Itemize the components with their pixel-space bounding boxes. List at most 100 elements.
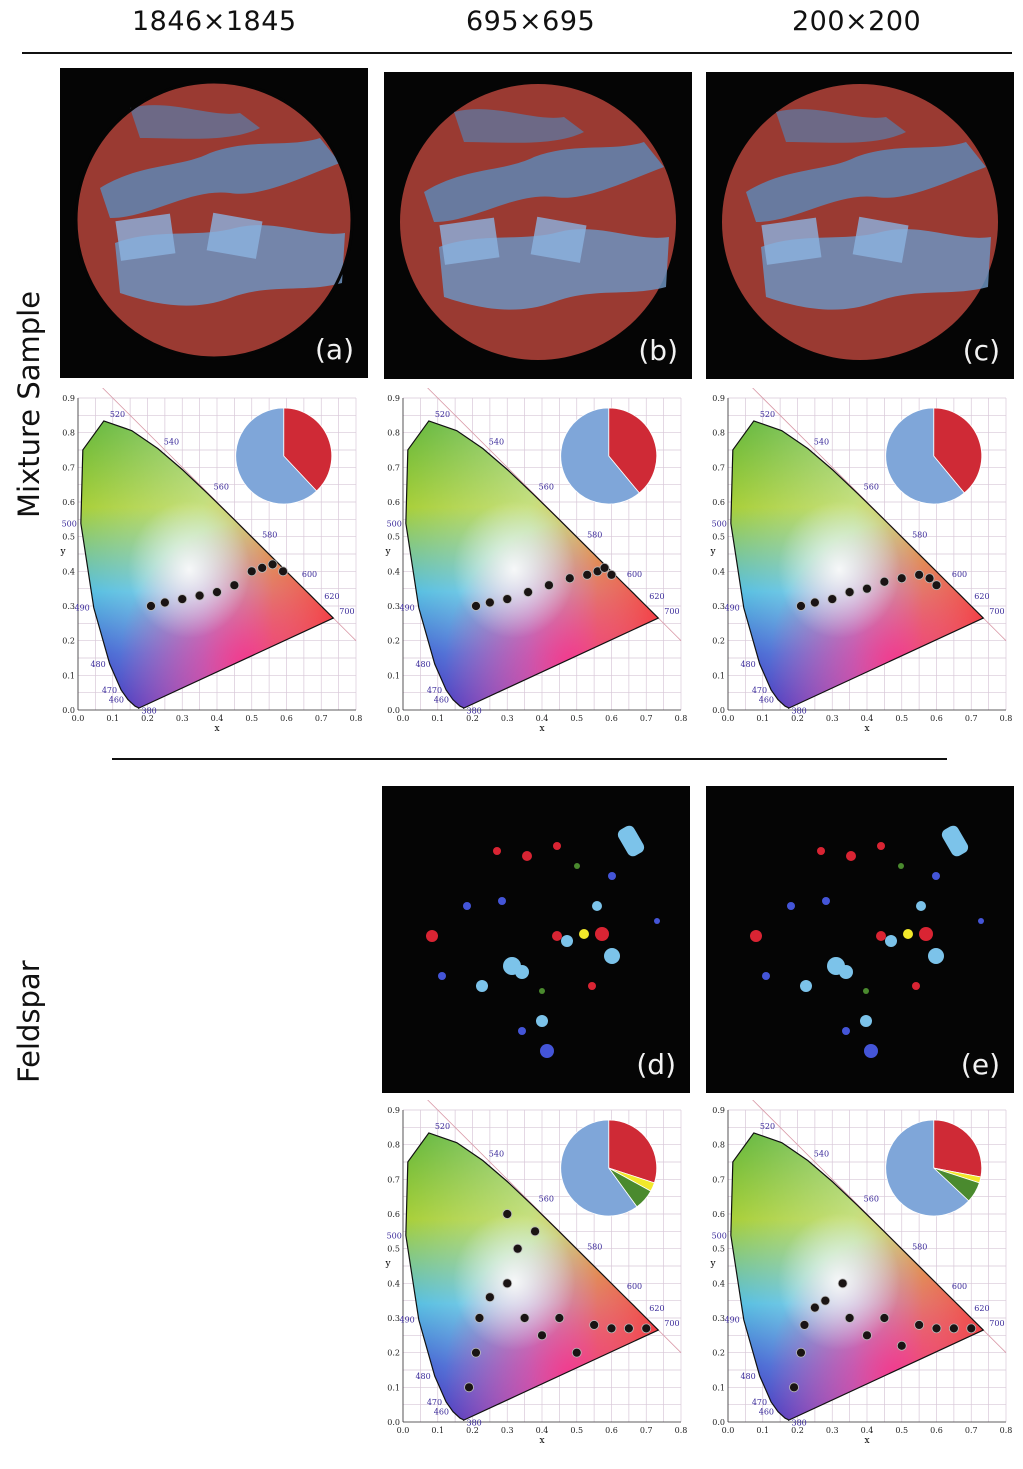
x-axis-label: x bbox=[539, 724, 544, 734]
pie-slice-blue bbox=[885, 407, 965, 505]
x-tick-label: 0.8 bbox=[675, 714, 688, 723]
x-tick-label: 0.4 bbox=[211, 714, 224, 723]
wavelength-label-600: 600 bbox=[627, 1282, 642, 1291]
pie-slice-red bbox=[283, 407, 333, 492]
data-point bbox=[931, 1323, 942, 1334]
data-points bbox=[464, 1209, 652, 1393]
y-tick-label: 0.2 bbox=[62, 637, 75, 646]
wavelength-label-700: 700 bbox=[989, 607, 1004, 616]
x-tick-label: 0.6 bbox=[930, 1426, 943, 1435]
panel-label-a: (a) bbox=[314, 333, 354, 366]
photo-a: (a) bbox=[60, 68, 368, 378]
data-point bbox=[564, 573, 575, 584]
wavelength-label-470: 470 bbox=[102, 686, 117, 695]
x-tick-label: 0.6 bbox=[280, 714, 293, 723]
wavelength-label-480: 480 bbox=[415, 1372, 430, 1381]
y-tick-label: 0.5 bbox=[387, 1245, 400, 1254]
x-tick-label: 0.2 bbox=[791, 714, 804, 723]
y-tick-label: 0.4 bbox=[387, 1279, 400, 1288]
wavelength-label-620: 620 bbox=[974, 592, 989, 601]
y-tick-label: 0.6 bbox=[387, 1210, 400, 1219]
y-tick-label: 0.3 bbox=[62, 602, 75, 611]
photo-a-image bbox=[74, 80, 354, 360]
y-axis-label: y bbox=[709, 1259, 716, 1269]
x-tick-label: 0.0 bbox=[722, 1426, 735, 1435]
y-tick-label: 0.6 bbox=[712, 1210, 725, 1219]
data-point bbox=[246, 566, 257, 577]
wavelength-label-480: 480 bbox=[415, 660, 430, 669]
y-tick-label: 0.8 bbox=[712, 1141, 725, 1150]
pie-slice-red bbox=[608, 1119, 658, 1184]
wavelength-label-540: 540 bbox=[814, 1150, 829, 1159]
x-tick-label: 0.8 bbox=[350, 714, 363, 723]
column-header-695: 695×695 bbox=[466, 6, 596, 37]
x-tick-label: 0.0 bbox=[397, 1426, 410, 1435]
data-point bbox=[606, 569, 617, 580]
x-axis-label: x bbox=[864, 1436, 869, 1446]
data-point bbox=[862, 1330, 872, 1341]
data-point bbox=[146, 601, 156, 611]
x-tick-label: 0.8 bbox=[1000, 1426, 1013, 1435]
pie-slice-red bbox=[933, 407, 983, 494]
x-tick-label: 0.3 bbox=[501, 714, 514, 723]
y-tick-label: 0.7 bbox=[387, 463, 400, 472]
panel-label-e: (e) bbox=[960, 1048, 1000, 1081]
y-tick-label: 0.4 bbox=[387, 567, 400, 576]
spectral-locus bbox=[405, 1132, 660, 1422]
data-point bbox=[484, 597, 495, 608]
y-tick-label: 0.7 bbox=[62, 463, 75, 472]
wavelength-label-620: 620 bbox=[324, 592, 339, 601]
y-tick-label: 0.3 bbox=[387, 1314, 400, 1323]
pie-slice-blue bbox=[885, 1119, 970, 1217]
data-points bbox=[796, 569, 942, 611]
y-tick-label: 0.1 bbox=[62, 671, 75, 680]
wavelength-label-490: 490 bbox=[74, 604, 89, 613]
row-label-mixture-sample: Mixture Sample bbox=[12, 290, 46, 518]
y-tick-label: 0.0 bbox=[387, 706, 400, 715]
wavelength-label-580: 580 bbox=[587, 1242, 602, 1251]
wavelength-label-380: 380 bbox=[791, 706, 806, 715]
photo-e-image bbox=[750, 825, 984, 1058]
column-header-1846: 1846×1845 bbox=[132, 6, 297, 37]
data-point bbox=[809, 1302, 820, 1313]
x-tick-label: 0.5 bbox=[895, 714, 908, 723]
x-tick-label: 0.0 bbox=[722, 714, 735, 723]
wavelength-label-580: 580 bbox=[912, 1242, 927, 1251]
wavelength-label-580: 580 bbox=[262, 530, 277, 539]
data-point bbox=[519, 1313, 530, 1323]
wavelength-label-580: 580 bbox=[587, 530, 602, 539]
wavelength-label-620: 620 bbox=[649, 592, 664, 601]
wavelength-label-380: 380 bbox=[791, 1418, 806, 1427]
x-tick-label: 0.3 bbox=[176, 714, 189, 723]
data-point bbox=[530, 1226, 540, 1237]
data-points bbox=[146, 559, 288, 611]
wavelength-label-560: 560 bbox=[539, 1195, 554, 1204]
wavelength-label-490: 490 bbox=[724, 1316, 739, 1325]
data-point bbox=[896, 1340, 907, 1351]
data-point bbox=[606, 1323, 617, 1334]
wavelength-label-460: 460 bbox=[434, 1408, 449, 1417]
spectral-locus bbox=[730, 420, 985, 710]
wavelength-label-560: 560 bbox=[214, 483, 229, 492]
wavelength-label-580: 580 bbox=[912, 530, 927, 539]
x-tick-label: 0.3 bbox=[826, 1426, 839, 1435]
data-point bbox=[623, 1323, 634, 1334]
data-point bbox=[523, 587, 534, 598]
x-tick-label: 0.4 bbox=[861, 714, 874, 723]
data-point bbox=[641, 1323, 652, 1334]
y-tick-label: 0.8 bbox=[387, 429, 400, 438]
x-tick-label: 0.3 bbox=[826, 714, 839, 723]
wavelength-label-520: 520 bbox=[435, 410, 450, 419]
y-tick-label: 0.0 bbox=[712, 1418, 725, 1427]
wavelength-label-470: 470 bbox=[752, 1398, 767, 1407]
photo-d: (d) bbox=[382, 786, 690, 1093]
y-tick-label: 0.6 bbox=[387, 498, 400, 507]
wavelength-label-500: 500 bbox=[387, 519, 402, 528]
x-axis-label: x bbox=[864, 724, 869, 734]
wavelength-label-700: 700 bbox=[664, 1319, 679, 1328]
wavelength-label-470: 470 bbox=[427, 686, 442, 695]
data-point bbox=[914, 569, 925, 580]
data-point bbox=[537, 1330, 547, 1341]
data-point bbox=[554, 1313, 565, 1323]
wavelength-label-380: 380 bbox=[466, 706, 481, 715]
